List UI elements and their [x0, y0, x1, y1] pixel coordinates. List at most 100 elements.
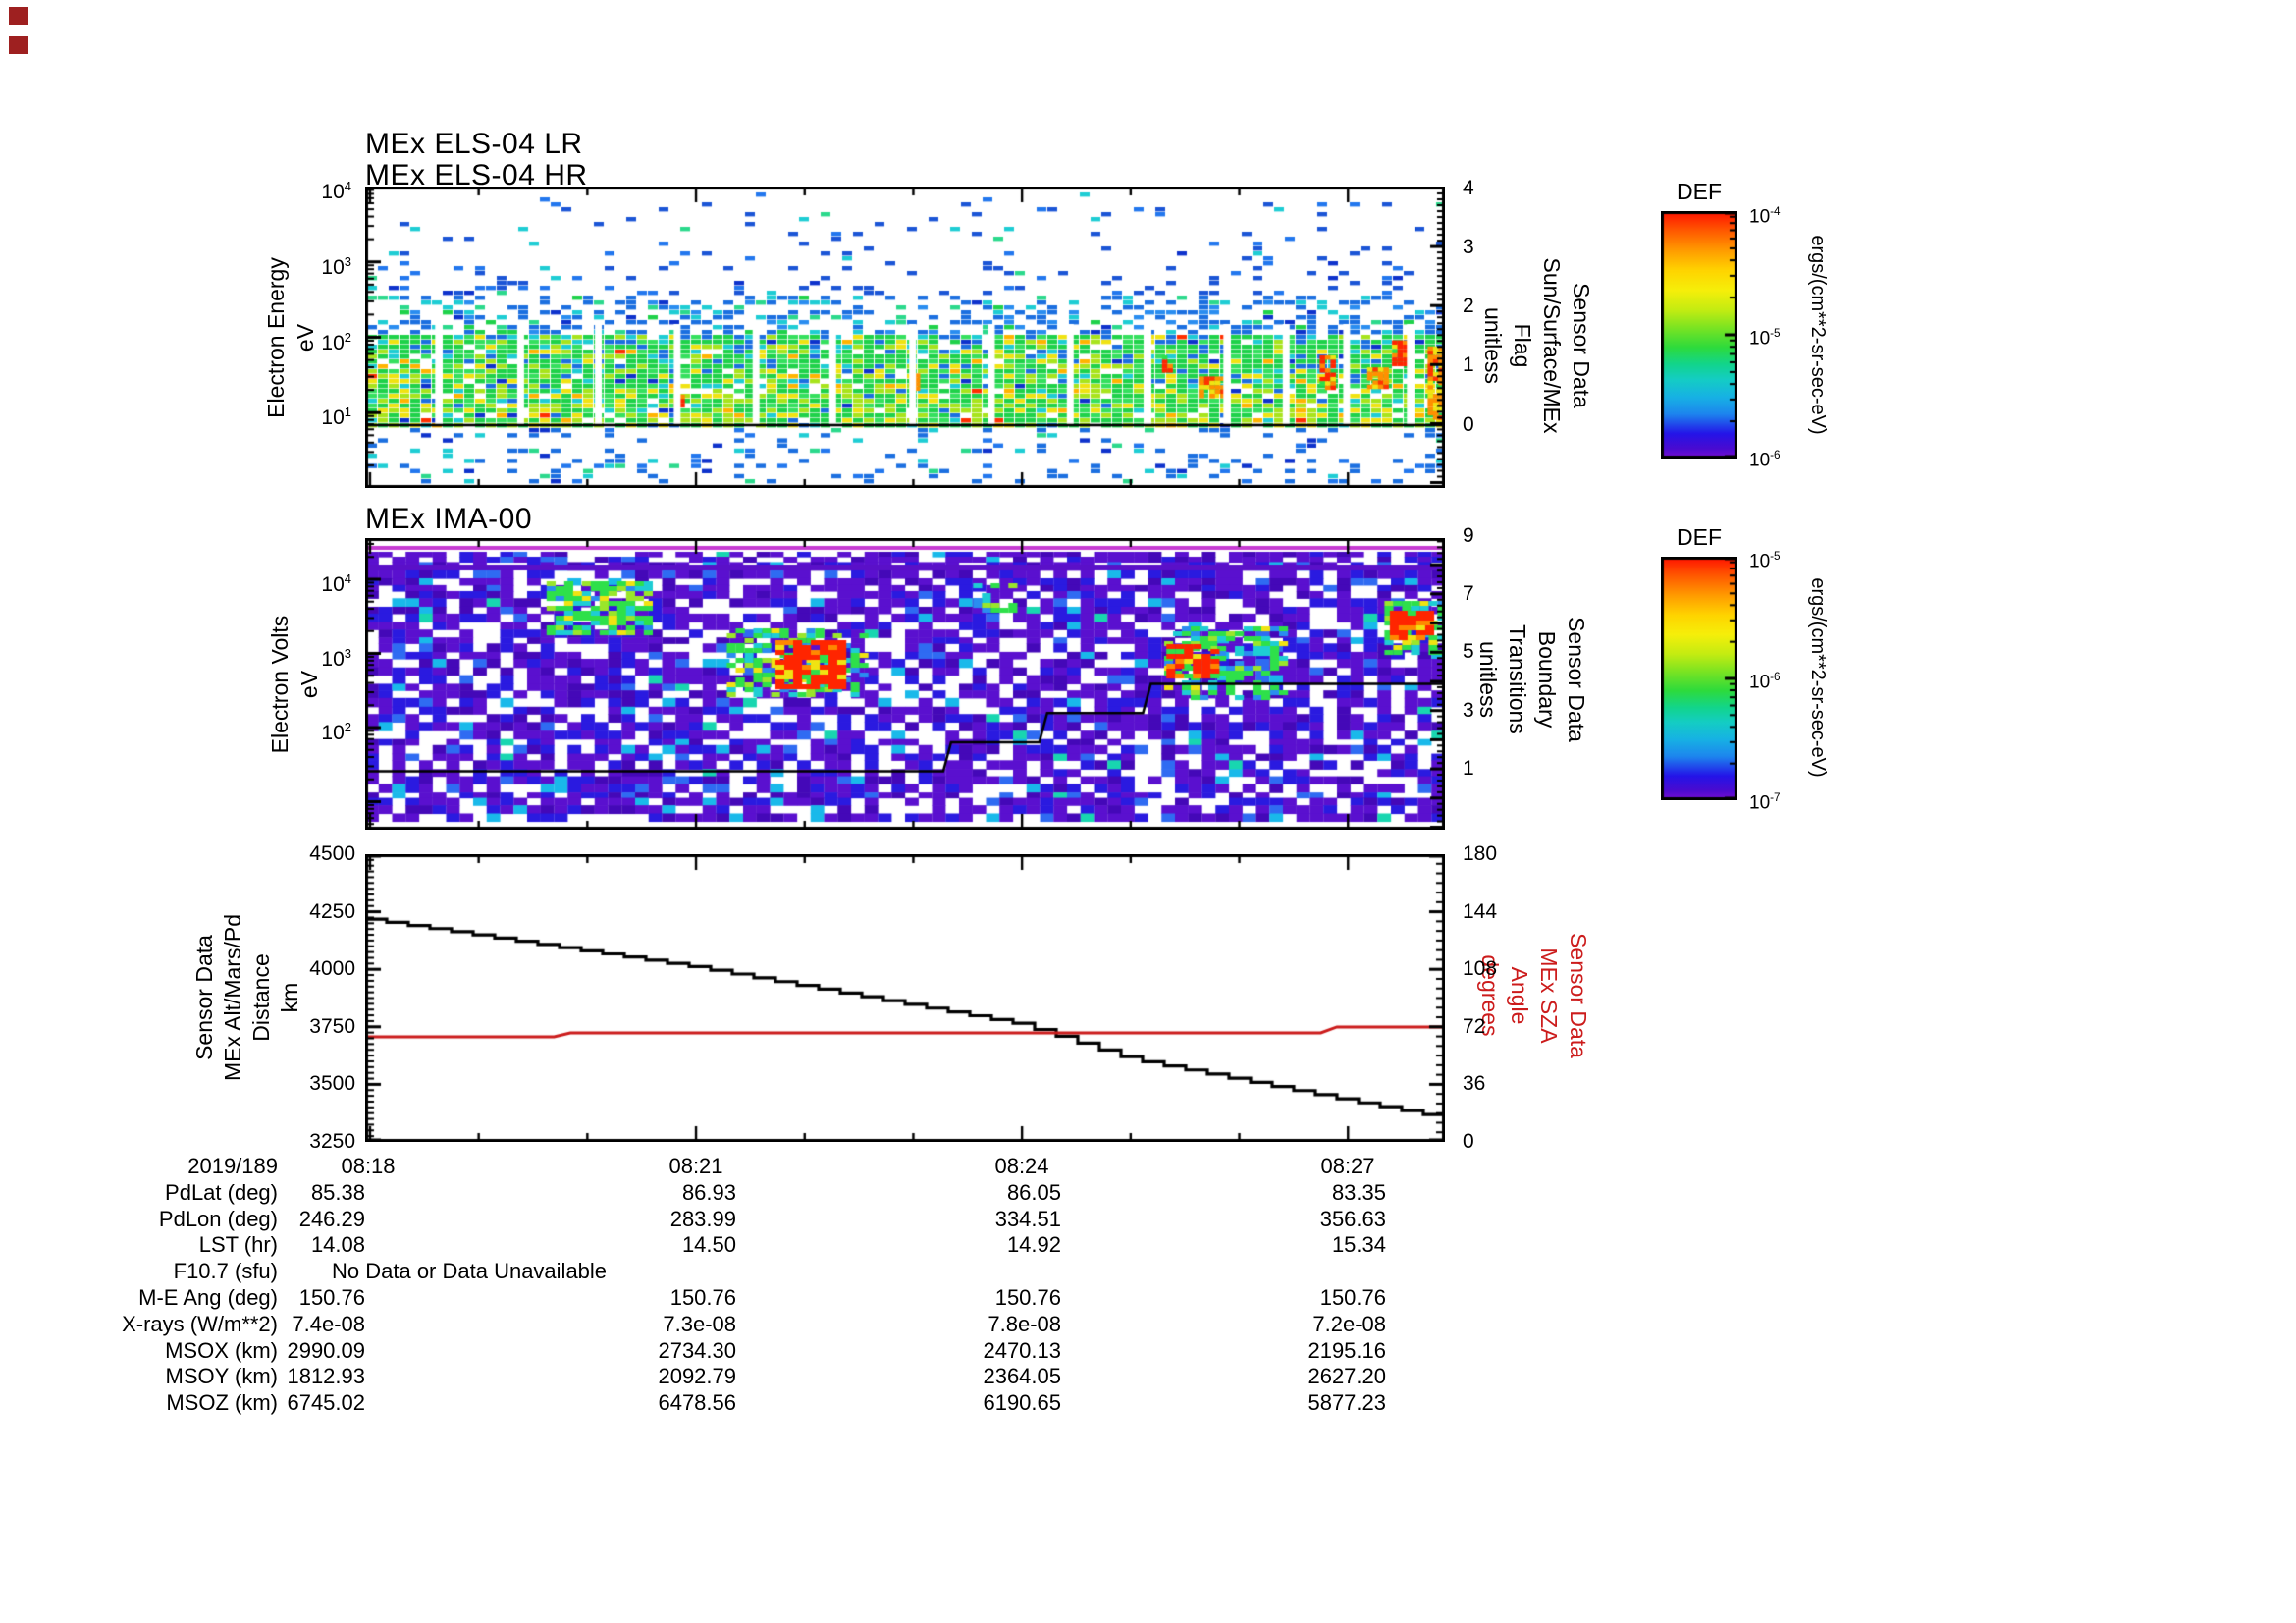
- colorbar1-tick-label: 10-6: [1749, 449, 1781, 471]
- colorbar2-units-label: ergs/(cm**2-sr-sec-eV): [1807, 577, 1829, 778]
- els-y-tick-label: 103: [321, 253, 351, 279]
- corner-marker-bottom: [9, 36, 28, 54]
- table-row-label: LST (hr): [198, 1232, 278, 1258]
- colorbar1-tick-label: 10-5: [1749, 327, 1781, 350]
- table-cell: 2990.09: [287, 1337, 365, 1363]
- table-cell: 356.63: [1319, 1206, 1386, 1231]
- ima-right-tick-label: 5: [1463, 640, 1474, 664]
- distance-y-tick-label: 3750: [309, 1014, 355, 1038]
- table-row-label: F10.7 (sfu): [173, 1259, 278, 1284]
- sza-right-tick-label: 180: [1463, 842, 1498, 865]
- table-cell: 1812.93: [287, 1364, 365, 1389]
- table-cell: 283.99: [669, 1206, 736, 1231]
- els-right-tick-label: 4: [1463, 177, 1474, 200]
- table-cell: 2195.16: [1308, 1337, 1386, 1363]
- time-tick-label: 08:18: [341, 1154, 396, 1178]
- table-cell: 246.29: [298, 1206, 365, 1231]
- table-cell: 150.76: [298, 1285, 365, 1310]
- table-cell: 86.93: [681, 1179, 736, 1205]
- distance-y-axis-label: Sensor Data MEx Alt/Mars/Pd Distance km: [191, 914, 302, 1081]
- colorbar2-tick-label: 10-7: [1749, 791, 1781, 814]
- colorbar2-gradient: [1661, 557, 1737, 800]
- table-cell: 7.2e-08: [1312, 1311, 1386, 1336]
- colorbar2-title: DEF: [1677, 524, 1722, 550]
- table-cell: 85.38: [310, 1179, 365, 1205]
- table-cell: 15.34: [1331, 1232, 1386, 1258]
- ima-y-tick-label: 104: [321, 571, 351, 596]
- table-cell: 5877.23: [1308, 1390, 1386, 1416]
- time-tick-label: 08:24: [994, 1154, 1049, 1178]
- table-cell: 6190.65: [983, 1390, 1061, 1416]
- table-cell: 2364.05: [983, 1364, 1061, 1389]
- table-cell: 334.51: [994, 1206, 1061, 1231]
- ima-spectrogram-canvas: [365, 538, 1445, 830]
- els-y-tick-label: 102: [321, 329, 351, 354]
- colorbar1-tick-label: 10-4: [1749, 205, 1781, 228]
- sza-right-tick-label: 144: [1463, 899, 1498, 923]
- table-cell: 2092.79: [658, 1364, 736, 1389]
- els-right-tick-label: 0: [1463, 412, 1474, 436]
- distance-y-tick-label: 3500: [309, 1072, 355, 1096]
- els-spectrogram-canvas: [365, 187, 1445, 488]
- els-right-tick-label: 1: [1463, 353, 1474, 377]
- table-cell: 7.8e-08: [988, 1311, 1061, 1336]
- table-row-label: X-rays (W/m**2): [122, 1311, 278, 1336]
- ima-y-tick-label: 102: [321, 720, 351, 744]
- table-cell: 14.08: [310, 1232, 365, 1258]
- table-row-label: MSOZ (km): [166, 1390, 278, 1416]
- els-panel-title-lr: MEx ELS-04 LR: [365, 128, 583, 160]
- corner-marker-top: [9, 7, 28, 25]
- table-row-label: 2019/189: [187, 1154, 278, 1178]
- altitude-sza-plot-canvas: [365, 854, 1445, 1142]
- sza-right-tick-label: 72: [1463, 1014, 1486, 1038]
- ima-right-axis-label: Sensor Data Boundary Transitions unitles…: [1475, 617, 1589, 742]
- table-cell: 150.76: [1319, 1285, 1386, 1310]
- table-nodata-text: No Data or Data Unavailable: [332, 1259, 608, 1284]
- table-cell: 86.05: [1006, 1179, 1061, 1205]
- table-cell: 7.3e-08: [663, 1311, 736, 1336]
- table-cell: 7.4e-08: [292, 1311, 365, 1336]
- table-cell: 2734.30: [658, 1337, 736, 1363]
- ima-panel-title: MEx IMA-00: [365, 503, 533, 535]
- distance-y-tick-label: 4500: [309, 842, 355, 865]
- sza-right-tick-label: 108: [1463, 957, 1498, 981]
- els-y-tick-label: 101: [321, 405, 351, 430]
- table-cell: 14.50: [681, 1232, 736, 1258]
- ima-right-tick-label: 1: [1463, 757, 1474, 781]
- table-cell: 150.76: [669, 1285, 736, 1310]
- table-cell: 14.92: [1006, 1232, 1061, 1258]
- table-row-label: MSOY (km): [165, 1364, 278, 1389]
- els-right-axis-label: Sensor Data Sun/Surface/MEx Flag unitles…: [1480, 257, 1594, 434]
- time-tick-label: 08:21: [668, 1154, 723, 1178]
- table-row-label: M-E Ang (deg): [138, 1285, 278, 1310]
- colorbar1-gradient: [1661, 211, 1737, 459]
- els-right-tick-label: 3: [1463, 236, 1474, 259]
- ima-right-tick-label: 9: [1463, 523, 1474, 547]
- table-cell: 2470.13: [983, 1337, 1061, 1363]
- colorbar2-tick-label: 10-5: [1749, 550, 1781, 572]
- ima-y-tick-label: 103: [321, 645, 351, 671]
- els-right-tick-label: 2: [1463, 295, 1474, 318]
- time-tick-label: 08:27: [1320, 1154, 1375, 1178]
- table-cell: 6745.02: [287, 1390, 365, 1416]
- table-cell: 150.76: [994, 1285, 1061, 1310]
- ima-right-tick-label: 7: [1463, 581, 1474, 605]
- sza-right-tick-label: 36: [1463, 1072, 1486, 1096]
- table-row-label: PdLon (deg): [158, 1206, 278, 1231]
- ima-right-tick-label: 3: [1463, 698, 1474, 722]
- els-panel-title-hr: MEx ELS-04 HR: [365, 159, 588, 191]
- colorbar1-title: DEF: [1677, 179, 1722, 204]
- sza-right-axis-label: Sensor Data MEx SZA Angle degrees: [1477, 933, 1591, 1058]
- els-y-tick-label: 104: [321, 179, 351, 203]
- colorbar2-tick-label: 10-6: [1749, 671, 1781, 693]
- table-cell: 2627.20: [1308, 1364, 1386, 1389]
- table-row-label: MSOX (km): [165, 1337, 278, 1363]
- distance-y-tick-label: 4250: [309, 899, 355, 923]
- table-cell: 6478.56: [658, 1390, 736, 1416]
- table-row-label: PdLat (deg): [165, 1179, 278, 1205]
- colorbar1-units-label: ergs/(cm**2-sr-sec-eV): [1807, 235, 1829, 435]
- sza-right-tick-label: 0: [1463, 1130, 1474, 1153]
- table-cell: 83.35: [1331, 1179, 1386, 1205]
- distance-y-tick-label: 3250: [309, 1130, 355, 1153]
